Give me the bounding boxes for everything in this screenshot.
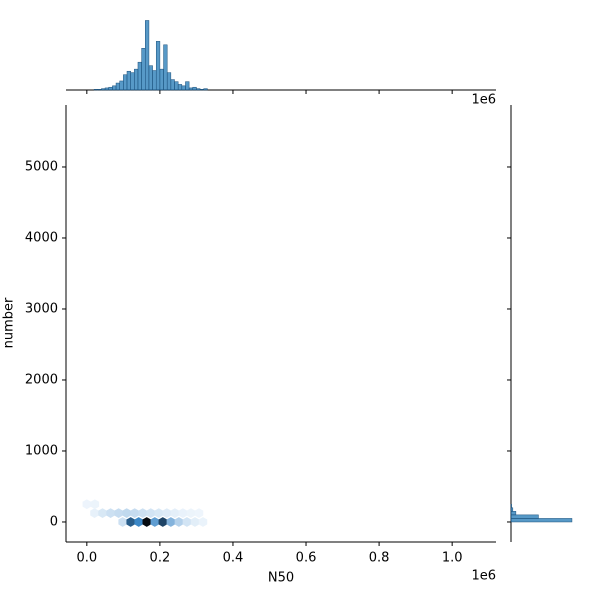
y-tick-label: 1000 xyxy=(25,443,58,458)
hexbin xyxy=(130,508,139,518)
y-tick-label: 5000 xyxy=(25,159,58,174)
histogram-bar xyxy=(155,41,161,91)
hexbin xyxy=(174,517,184,527)
histogram-bar xyxy=(181,85,186,91)
hexbin xyxy=(114,508,123,518)
histogram-bar xyxy=(104,87,109,91)
histogram-bar xyxy=(188,87,194,91)
histogram-bar xyxy=(159,68,164,91)
histogram-bar xyxy=(148,65,153,91)
hexbin xyxy=(182,517,192,527)
histogram-bar xyxy=(185,81,190,91)
y-tick-label: 0 xyxy=(50,514,58,529)
y-axis-label: number xyxy=(2,297,17,348)
hexbin xyxy=(98,508,107,518)
histogram-bar xyxy=(145,20,150,91)
x-tick-label: 0.4 xyxy=(223,551,244,566)
hexbin xyxy=(122,508,131,518)
histogram-bar xyxy=(170,79,175,91)
x-tick-label: 0.0 xyxy=(76,551,97,566)
histogram-bar xyxy=(152,70,157,91)
y-tick-label: 4000 xyxy=(25,230,58,245)
histogram-bar xyxy=(166,72,172,91)
hexbin xyxy=(138,508,147,518)
histogram-bar xyxy=(510,514,539,519)
hexbin xyxy=(186,508,196,518)
x-offset-text: 1e6 xyxy=(471,93,496,108)
histogram-bar xyxy=(97,89,102,91)
histogram-bar xyxy=(108,86,113,91)
hexbin xyxy=(146,508,155,518)
hexbin xyxy=(90,499,100,510)
histogram-bar xyxy=(510,511,517,516)
hexbin xyxy=(106,508,115,518)
hexbin xyxy=(198,517,208,527)
hexbin xyxy=(118,517,127,527)
hexbin xyxy=(178,508,188,518)
histogram-bar xyxy=(130,72,135,91)
histogram-bar xyxy=(177,84,183,91)
histogram-bar xyxy=(510,503,512,509)
x-tick-label: 0.6 xyxy=(296,551,317,566)
histogram-bar xyxy=(119,80,124,91)
hexbin xyxy=(162,508,172,518)
histogram-bar xyxy=(137,61,142,91)
histogram-bar xyxy=(141,48,146,91)
histogram-bar xyxy=(163,44,168,91)
hexbin xyxy=(126,517,135,527)
hexbin xyxy=(150,517,160,527)
x-offset-text: 1e6 xyxy=(471,569,496,584)
histogram-bar xyxy=(115,82,120,91)
histogram-bar xyxy=(174,81,179,91)
histogram-bar xyxy=(203,88,208,91)
y-tick-label: 2000 xyxy=(25,372,58,387)
histogram-bar xyxy=(192,86,197,91)
histogram-bar xyxy=(123,74,128,91)
histogram-bar xyxy=(510,518,573,523)
hexbin xyxy=(190,517,200,527)
x-tick-label: 0.2 xyxy=(150,551,171,566)
y-tick-label: 3000 xyxy=(25,301,58,316)
x-tick-label: 1.0 xyxy=(442,551,463,566)
histogram-bar xyxy=(101,88,106,91)
histogram-bar xyxy=(196,88,201,91)
hexbin xyxy=(158,517,168,527)
hexbin xyxy=(170,508,180,518)
hexbin xyxy=(134,517,143,527)
x-axis-label: N50 xyxy=(268,571,294,586)
hexbin xyxy=(90,508,99,518)
histogram-bar xyxy=(134,68,139,91)
hexbin xyxy=(194,508,204,518)
histogram-bar xyxy=(112,85,117,91)
hexbin xyxy=(142,517,151,527)
hexbin xyxy=(154,508,164,518)
histogram-bar xyxy=(126,70,131,91)
hexbin xyxy=(82,499,92,510)
x-tick-label: 0.8 xyxy=(369,551,390,566)
histogram-bar xyxy=(93,89,99,91)
histogram-bar xyxy=(510,507,514,512)
histogram-bar xyxy=(199,89,204,91)
hexbin xyxy=(166,517,176,527)
